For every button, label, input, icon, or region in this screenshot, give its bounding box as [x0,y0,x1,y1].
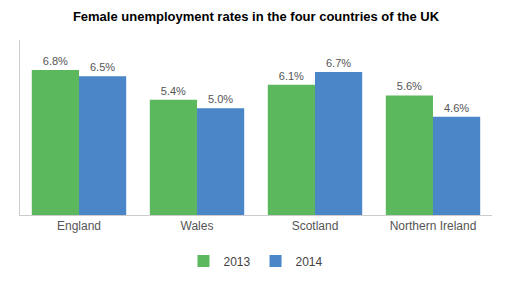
svg-text:2013: 2013 [224,255,251,269]
svg-text:6.8%: 6.8% [43,55,68,67]
svg-text:4.6%: 4.6% [444,102,469,114]
svg-text:Scotland: Scotland [292,219,339,233]
svg-text:5.4%: 5.4% [161,85,186,97]
svg-text:6.5%: 6.5% [90,61,115,73]
svg-text:6.7%: 6.7% [326,57,351,69]
svg-text:Northern Ireland: Northern Ireland [390,219,477,233]
svg-text:6.1%: 6.1% [279,70,304,82]
svg-text:5.0%: 5.0% [208,93,233,105]
svg-text:5.6%: 5.6% [397,80,422,92]
svg-text:Wales: Wales [181,219,214,233]
svg-text:2014: 2014 [296,255,323,269]
svg-text:England: England [57,219,101,233]
svg-text:Female unemployment rates in t: Female unemployment rates in the four co… [73,9,440,24]
